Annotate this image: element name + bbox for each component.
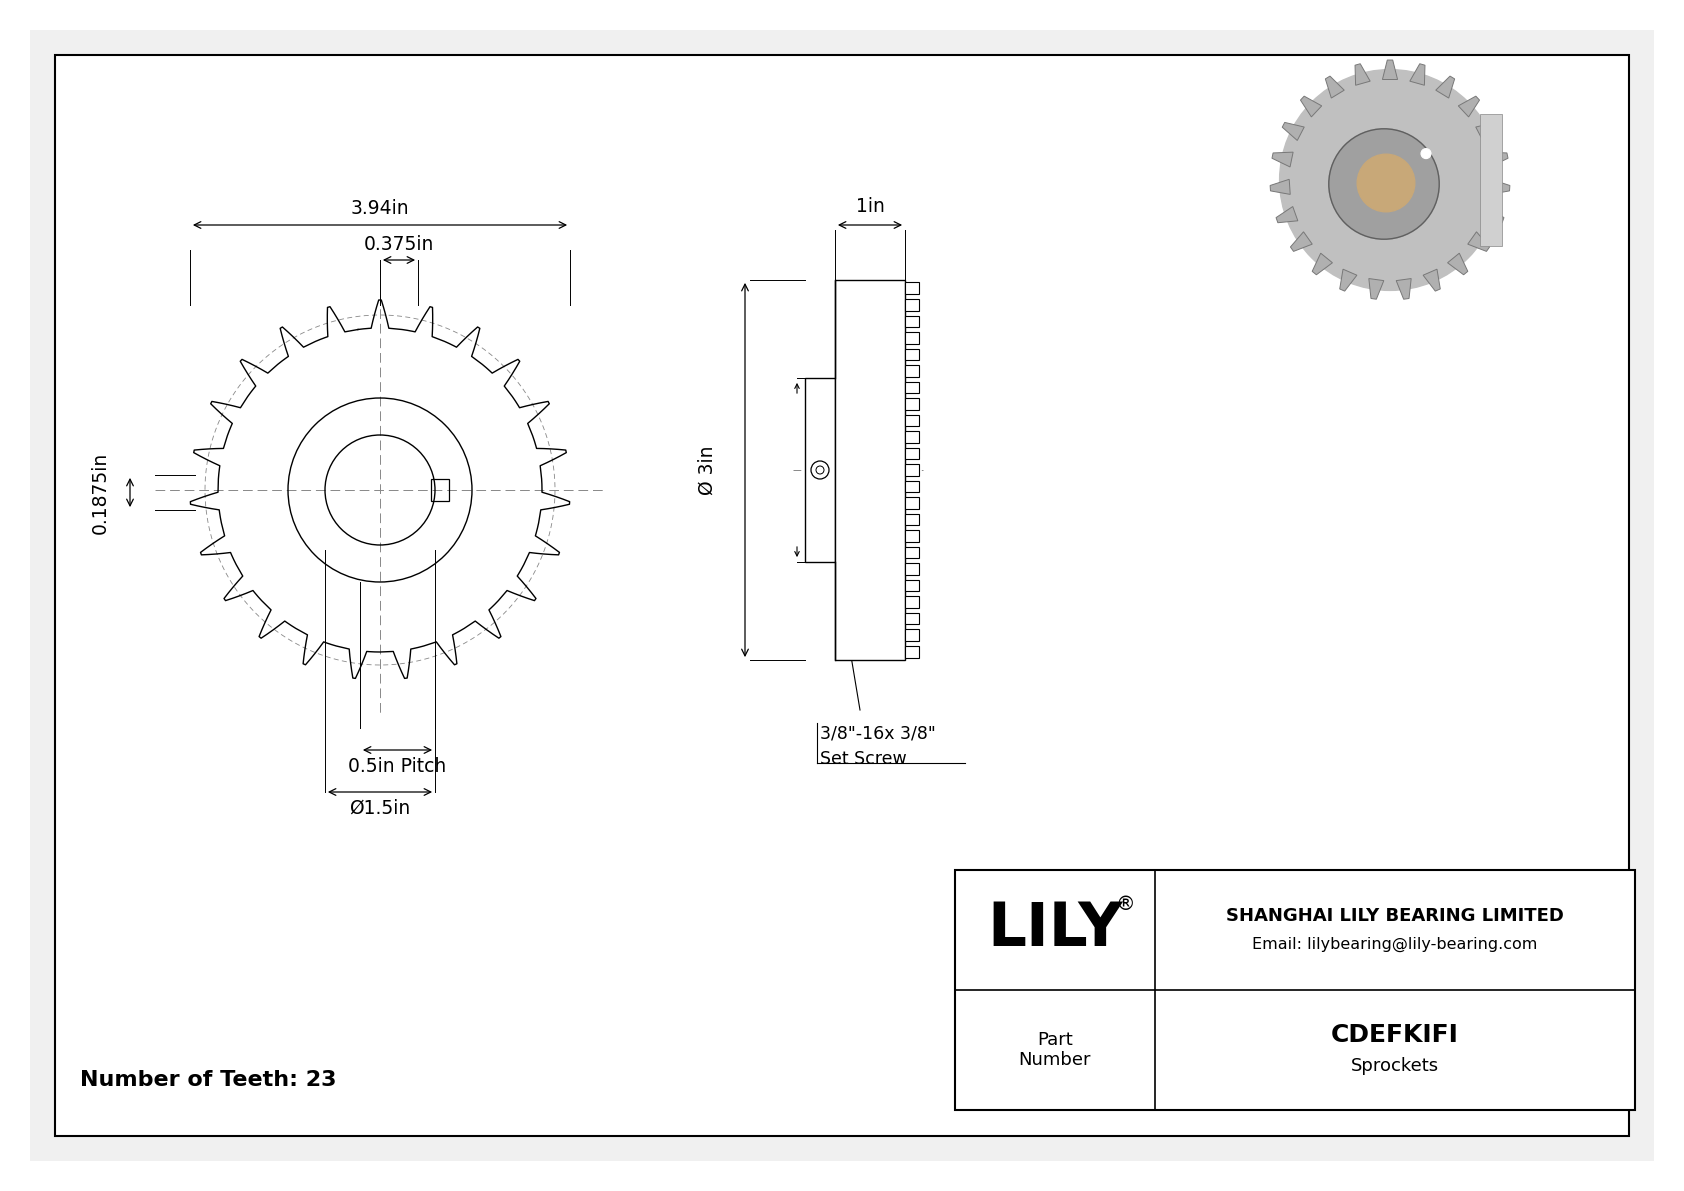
Bar [904,613,919,624]
Bar [904,530,919,542]
Text: Part
Number: Part Number [1019,1030,1091,1070]
Polygon shape [1369,279,1384,299]
Bar [904,448,919,460]
Circle shape [1329,129,1440,239]
Polygon shape [1458,96,1480,117]
Polygon shape [1468,232,1490,251]
Bar [904,464,919,475]
Text: 1in: 1in [855,198,884,217]
Polygon shape [1276,206,1298,223]
Bar [904,381,919,393]
Polygon shape [1490,180,1511,194]
Bar [835,280,904,660]
Polygon shape [1396,279,1411,299]
Polygon shape [1356,64,1371,86]
Text: Ø 3in: Ø 3in [697,445,716,494]
Bar [955,869,1635,1110]
Text: CDEFKIFI: CDEFKIFI [1330,1023,1458,1047]
Bar [805,378,835,562]
Text: Sprockets: Sprockets [1351,1056,1440,1075]
Polygon shape [1300,96,1322,117]
Polygon shape [1475,123,1497,141]
Bar [904,580,919,592]
Polygon shape [1325,76,1344,98]
Bar [904,547,919,559]
Polygon shape [1423,269,1440,291]
Text: SHANGHAI LILY BEARING LIMITED: SHANGHAI LILY BEARING LIMITED [1226,908,1564,925]
Polygon shape [1383,60,1398,80]
Circle shape [1357,154,1415,212]
Bar [904,563,919,575]
Polygon shape [1487,152,1507,167]
Text: 3.94in: 3.94in [350,200,409,218]
Bar [904,349,919,360]
Text: Number of Teeth: 23: Number of Teeth: 23 [81,1070,337,1090]
Bar [904,498,919,509]
Text: LILY: LILY [987,900,1123,960]
Text: 0.5in Pitch: 0.5in Pitch [349,756,446,775]
Bar [904,299,919,311]
Bar [904,431,919,443]
Polygon shape [1282,123,1303,141]
Circle shape [1421,149,1431,158]
Bar [1480,114,1502,247]
Text: 0.1875in: 0.1875in [91,451,109,534]
Bar [904,366,919,376]
Bar [904,332,919,344]
Circle shape [812,461,829,479]
Bar [904,481,919,492]
Polygon shape [1448,254,1468,275]
Text: Email: lilybearing@lily-bearing.com: Email: lilybearing@lily-bearing.com [1253,936,1537,952]
Bar [904,282,919,294]
Bar [904,597,919,607]
Polygon shape [1436,76,1455,98]
Polygon shape [1482,206,1504,223]
Polygon shape [1271,152,1293,167]
Polygon shape [1340,269,1357,291]
Text: 3/8"-16x 3/8"
Set Screw: 3/8"-16x 3/8" Set Screw [820,725,936,768]
Polygon shape [1290,232,1312,251]
Bar [904,316,919,328]
Text: Ø1.5in: Ø1.5in [349,798,411,817]
Bar [904,646,919,657]
Bar [904,414,919,426]
Polygon shape [1312,254,1332,275]
Text: 0.375in: 0.375in [364,235,434,254]
Polygon shape [1270,180,1290,194]
Polygon shape [1410,64,1425,86]
Circle shape [1280,69,1500,291]
Bar [431,479,450,501]
Bar [904,513,919,525]
Text: ®: ® [1115,896,1135,915]
Bar [904,629,919,641]
Bar [904,398,919,410]
